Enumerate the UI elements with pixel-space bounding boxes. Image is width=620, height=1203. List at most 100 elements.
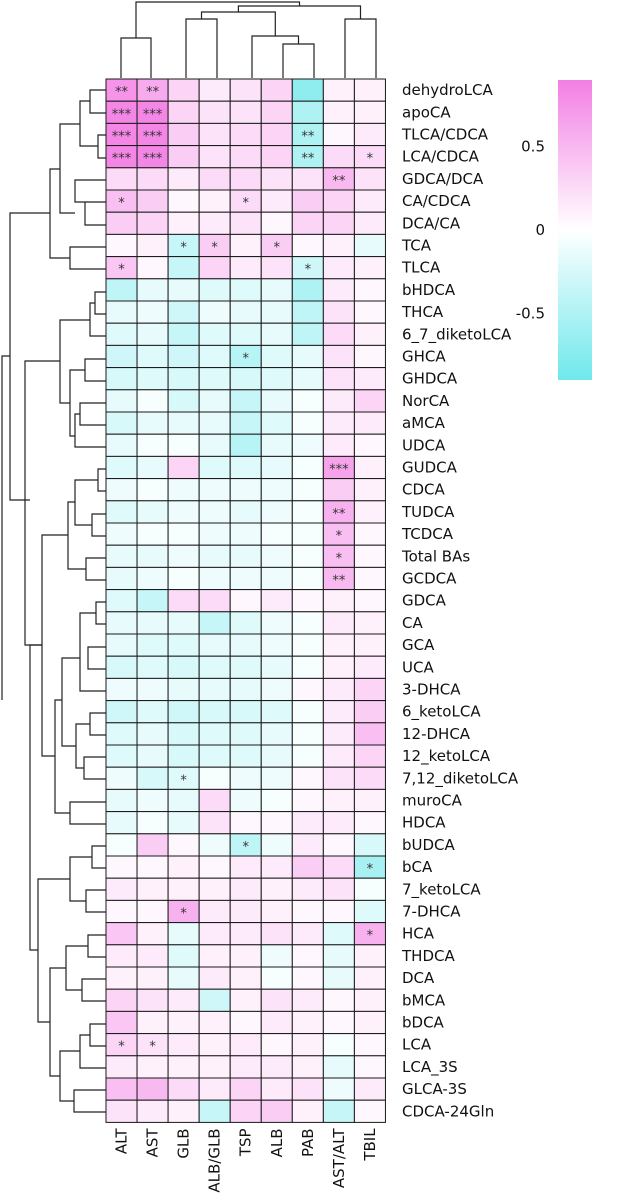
column-label: PAB [299,1128,317,1157]
row-label: TUDCA [401,503,455,521]
heatmap-cell [167,744,200,768]
row-label: TLCA/CDCA [401,126,489,144]
heatmap-cell [105,922,138,946]
heatmap-cell [322,1077,355,1101]
significance-mark: * [118,1040,125,1055]
heatmap-cell [291,855,324,879]
heatmap-cell [136,922,169,946]
heatmap-cell [260,922,293,946]
heatmap-cell [167,655,200,679]
row-label: 6_ketoLCA [402,703,481,722]
heatmap-cell [353,1077,386,1101]
heatmap-cell [291,655,324,679]
heatmap-cell [291,322,324,346]
heatmap-cell [229,633,262,657]
heatmap-cell [353,411,386,435]
significance-mark: *** [112,107,132,122]
row-label: GHCA [402,348,446,366]
heatmap-cell [198,478,231,502]
heatmap-cell [167,322,200,346]
heatmap-cell [260,100,293,124]
heatmap-cell [167,700,200,724]
heatmap-cell [229,1010,262,1035]
heatmap-cell [105,544,138,568]
heatmap-cell [136,833,169,857]
heatmap-cell [198,833,231,857]
heatmap-cell [291,922,324,946]
heatmap-cell [260,78,293,102]
heatmap-cell [353,322,386,346]
row-label: GHDCA [402,370,458,388]
heatmap-cell [353,633,386,657]
heatmap-cell [136,944,169,968]
heatmap-cell [167,611,200,635]
heatmap-cell [198,522,231,546]
row-label: apoCA [402,103,451,121]
heatmap-cell [167,788,200,813]
heatmap-cell [353,167,386,191]
heatmap-cell [260,877,293,901]
heatmap-cell [322,1099,355,1123]
heatmap-cell [229,145,262,169]
heatmap-cell [167,1033,200,1057]
heatmap-cell [167,855,200,879]
heatmap-cell [167,1010,200,1035]
significance-mark: ** [332,507,346,522]
heatmap-cell [353,389,386,413]
heatmap-cell [291,1077,324,1101]
heatmap-cell [322,811,355,835]
row-label: 12-DHCA [402,725,471,743]
heatmap-cell [167,722,200,746]
heatmap-cell [291,278,324,302]
heatmap-cell [291,1033,324,1057]
heatmap-cell [260,122,293,147]
heatmap-cell [136,700,169,724]
significance-mark: * [118,263,125,278]
heatmap-cell [291,944,324,968]
heatmap-cell [167,877,200,901]
row-label: TLCA [401,259,441,277]
heatmap-cell [198,811,231,835]
heatmap-cell [322,1055,355,1079]
heatmap-cell [291,589,324,613]
row-label: muroCA [402,792,463,810]
heatmap-cell [229,811,262,835]
heatmap-cell [322,322,355,346]
heatmap-cell [322,589,355,613]
significance-mark: ** [301,152,315,167]
significance-mark: * [367,862,374,877]
row-dendrogram [1,89,106,1113]
heatmap-cell [136,1055,169,1079]
heatmap-cell [198,966,231,990]
significance-mark: *** [112,152,132,167]
heatmap-cell [105,566,138,591]
heatmap-cell [198,700,231,724]
heatmap-cell [136,877,169,901]
colorbar-tick-label: -0.5 [516,304,545,322]
heatmap-cell [136,677,169,702]
row-label: Total BAs [401,547,470,565]
heatmap-cell [198,566,231,591]
heatmap-cell [198,922,231,946]
heatmap-cell [167,1055,200,1079]
heatmap-cell [260,1099,293,1123]
heatmap-cell [260,988,293,1012]
heatmap-cell [136,1010,169,1035]
row-label: dehydroLCA [402,81,494,99]
heatmap-cell [291,1099,324,1123]
heatmap-cell [136,988,169,1012]
heatmap-cell [105,855,138,879]
column-label: AST [144,1128,162,1158]
column-label: TBIL [361,1128,379,1162]
heatmap-cell [260,944,293,968]
heatmap-cell [291,744,324,768]
heatmap-cell [353,944,386,968]
heatmap-cell [322,766,355,790]
heatmap-cell [167,1099,200,1123]
heatmap-cell [167,100,200,124]
heatmap-cell [229,589,262,613]
heatmap-cell [229,788,262,813]
heatmap-cell [291,433,324,457]
heatmap-cell [353,877,386,901]
heatmap-cell [353,677,386,702]
